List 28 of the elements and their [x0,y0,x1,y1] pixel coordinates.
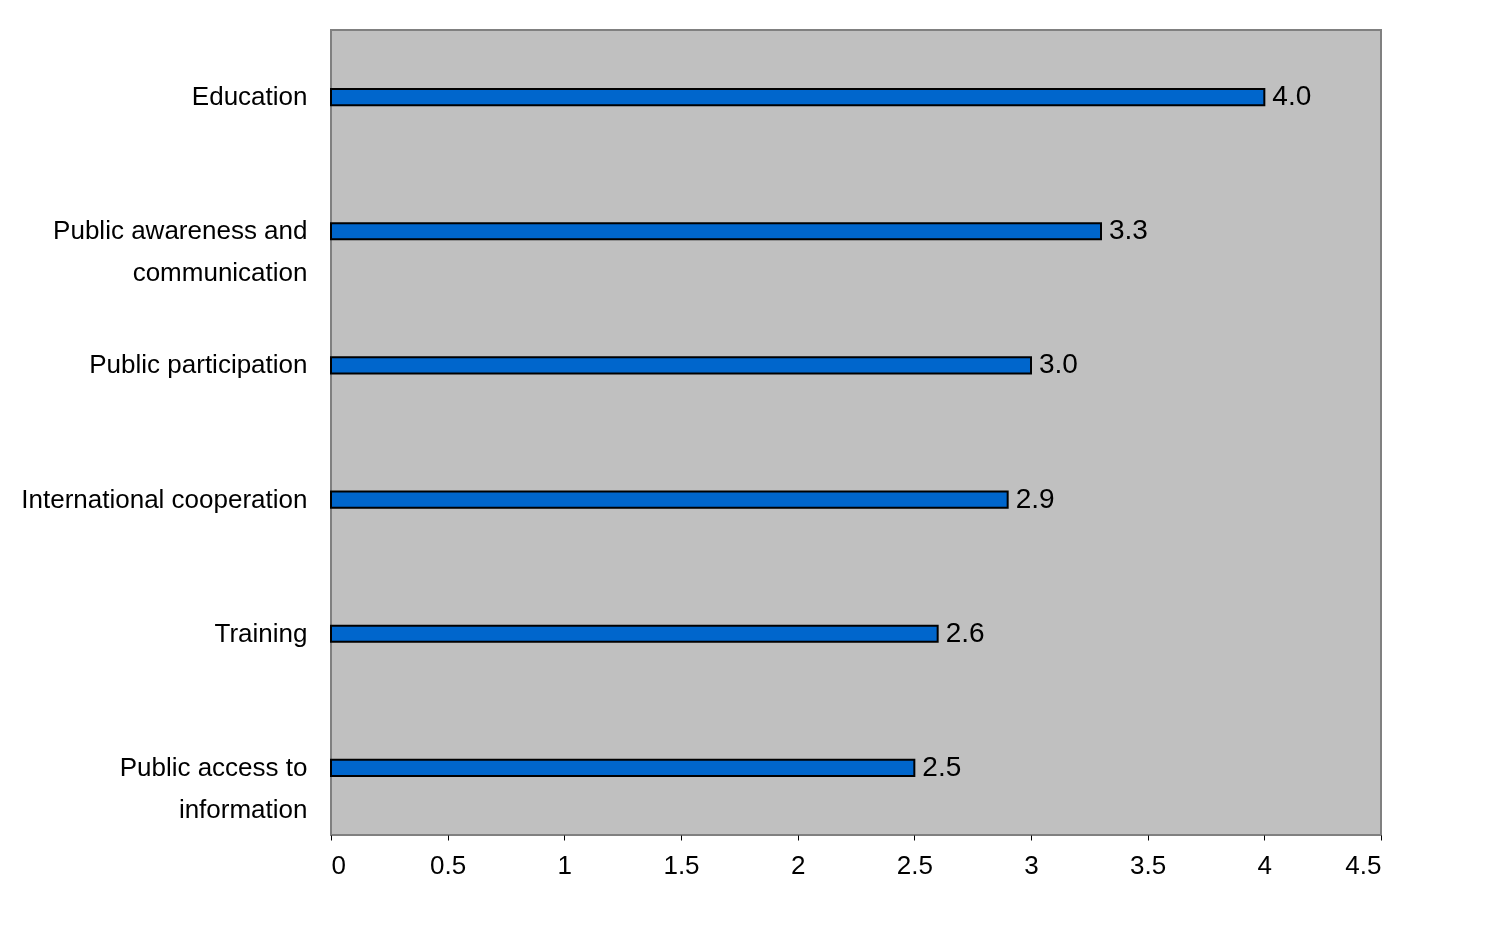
x-tick-label: 1 [557,849,573,880]
y-tick-label: Education [191,81,308,112]
data-label: 4.0 [1272,80,1312,112]
bar [330,624,939,643]
data-label: 2.9 [1015,482,1055,514]
data-label: 3.3 [1109,214,1148,246]
x-tick-label: 1.5 [663,849,700,880]
x-tick-label: 4.5 [1345,849,1382,880]
bar [330,222,1102,241]
x-tick-label: 3.5 [1130,849,1167,880]
x-tick-label: 3 [1024,849,1039,880]
x-tick-label: 2.5 [896,849,933,880]
data-label: 2.6 [945,616,985,648]
bar [330,88,1266,107]
y-tick-label: Public awareness and communication [53,215,308,288]
data-label: 2.5 [922,750,962,782]
bar [330,356,1032,375]
y-tick-label: Training [214,617,308,648]
x-tick-label: 0.5 [430,849,467,880]
x-tick-label: 0 [331,849,346,880]
y-tick-label: International cooperation [21,483,308,514]
bar [330,758,916,777]
y-tick-label: Public access to information [119,751,308,824]
data-label: 3.0 [1039,348,1078,380]
bar [330,490,1009,509]
x-tick-label: 2 [790,849,806,880]
x-tick-label: 4 [1257,849,1273,880]
y-tick-label: Public participation [89,349,308,380]
